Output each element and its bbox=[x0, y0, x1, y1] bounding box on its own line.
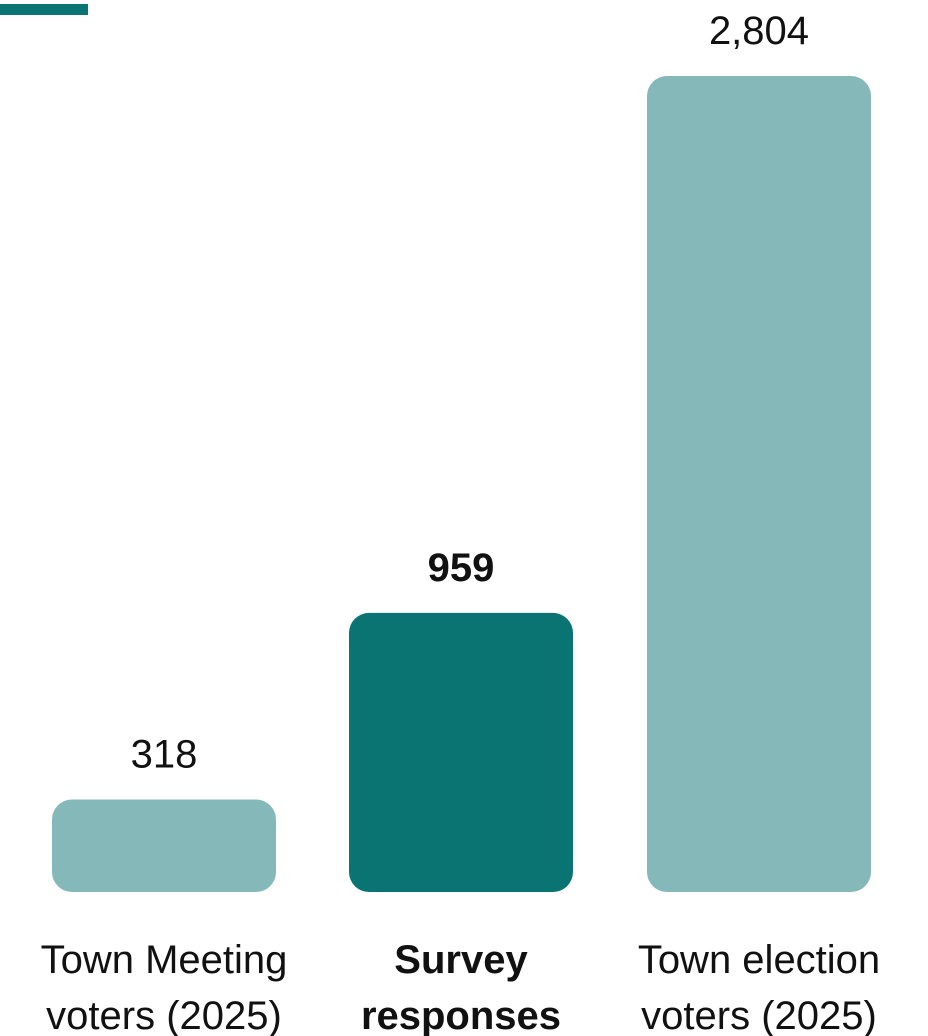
category-label-1-line-0: Survey bbox=[394, 938, 528, 982]
bars-group bbox=[52, 76, 871, 892]
category-label-1-line-1: responses bbox=[361, 994, 561, 1036]
bar-0 bbox=[52, 799, 276, 892]
category-label-2-line-0: Town election bbox=[638, 938, 880, 982]
category-label-0-line-0: Town Meeting bbox=[41, 938, 288, 982]
accent-line bbox=[0, 4, 88, 15]
value-label-2: 2,804 bbox=[709, 9, 809, 53]
category-label-2-line-1: voters (2025) bbox=[641, 994, 877, 1036]
category-labels-group: Town Meeting voters (2025) Survey responses… bbox=[41, 938, 881, 1036]
value-label-1: 959 bbox=[428, 546, 495, 590]
bar-2 bbox=[647, 76, 871, 892]
value-labels-group: 318 959 2,804 bbox=[131, 9, 809, 776]
bar-1 bbox=[349, 612, 573, 892]
category-label-0-line-1: voters (2025) bbox=[46, 994, 282, 1036]
value-label-0: 318 bbox=[131, 732, 198, 776]
